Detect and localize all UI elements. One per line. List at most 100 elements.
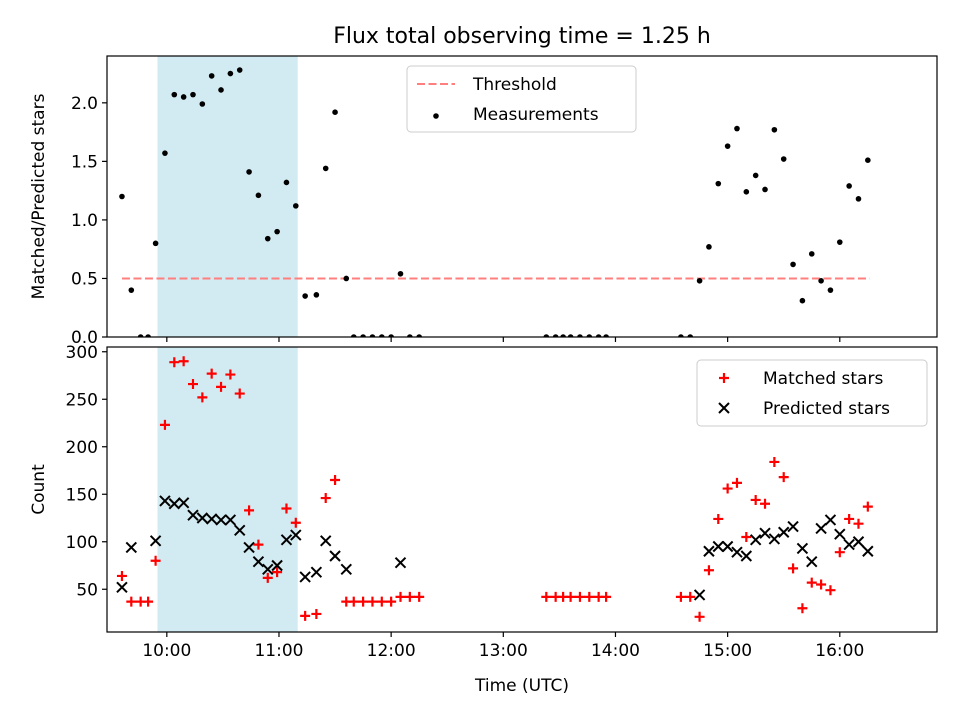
measurement-point	[378, 334, 385, 337]
legend-label: Matched stars	[763, 369, 883, 389]
matched-star-point	[825, 585, 836, 596]
matched-star-point	[143, 596, 154, 607]
predicted-star-point	[740, 550, 753, 562]
measurement-point	[360, 334, 366, 337]
measurement-point	[199, 101, 206, 107]
matched-star-point	[844, 513, 855, 524]
matched-star-point	[281, 503, 292, 514]
legend-label: Threshold	[472, 75, 557, 95]
matched-star-point	[741, 532, 752, 542]
axes-frame	[106, 55, 938, 338]
measurement-point	[416, 334, 422, 337]
y-tick-label: 100	[66, 533, 98, 553]
matched-star-point	[565, 591, 576, 602]
predicted-star-point	[187, 509, 199, 521]
y-tick-label: 200	[66, 438, 98, 458]
matched-star-point	[116, 570, 127, 581]
measurement-point	[790, 261, 796, 268]
predicted-star-point	[310, 566, 323, 578]
matched-star-point	[234, 388, 245, 399]
measurement-point	[171, 91, 178, 98]
measurement-point	[302, 293, 308, 299]
predicted-star-point	[280, 534, 293, 546]
predicted-star-point	[778, 526, 790, 538]
plot-area	[116, 356, 874, 622]
measurement-point	[343, 275, 350, 282]
y-tick-label: 0.0	[71, 328, 98, 348]
x-tick-label: 12:00	[367, 641, 416, 661]
predicted-star-point	[843, 538, 855, 551]
predicted-star-point	[205, 513, 218, 525]
predicted-star-point	[177, 497, 190, 509]
predicted-star-point	[394, 556, 407, 569]
measurement-point	[706, 244, 712, 250]
matched-star-point	[414, 591, 425, 602]
matched-star-point	[685, 591, 696, 602]
y-axis-label: Matched/Predicted stars	[29, 93, 49, 299]
y-tick-label: 250	[66, 390, 98, 410]
predicted-star-point	[862, 545, 874, 557]
matched-star-point	[778, 472, 789, 483]
matched-star-point	[769, 456, 780, 467]
measurement-point	[162, 150, 168, 156]
measurement-point	[715, 180, 722, 187]
legend-label: Predicted stars	[763, 399, 890, 419]
predicted-star-point	[290, 529, 302, 541]
predicted-star-point	[234, 524, 246, 537]
measurement-point	[218, 87, 224, 93]
y-tick-label: 1.5	[71, 152, 98, 172]
measurement-point	[190, 91, 196, 98]
predicted-star-point	[693, 589, 706, 601]
legend: Matched stars Predicted stars	[696, 359, 928, 427]
matched-star-point	[244, 505, 255, 516]
predicted-star-point	[787, 520, 799, 533]
legend: Threshold Measurements	[406, 65, 637, 133]
measurement-point	[586, 334, 593, 337]
matched-star-point	[290, 517, 301, 528]
measurement-point	[543, 334, 550, 337]
measurement-point	[246, 169, 252, 175]
measurement-point	[762, 186, 768, 193]
predicted-star-point	[731, 546, 743, 558]
measurement-point	[560, 334, 566, 337]
y-tick-label: 50	[76, 580, 98, 600]
predicted-star-point	[329, 550, 341, 562]
measurement-point	[865, 157, 871, 164]
matched-star-point	[816, 579, 827, 590]
y-tick-label: 0.5	[71, 269, 98, 289]
measurement-point	[836, 239, 843, 245]
matched-star-point	[159, 419, 170, 430]
measurement-point	[388, 334, 394, 337]
x-tick-label: 11:00	[254, 641, 303, 661]
legend-label: Measurements	[473, 105, 599, 125]
measurement-point	[724, 143, 731, 149]
matched-star-point	[367, 596, 378, 607]
matched-star-point	[253, 539, 264, 550]
measurement-point	[687, 334, 694, 337]
x-tick-label: 15:00	[703, 641, 752, 661]
matched-star-point	[675, 591, 686, 602]
matched-star-point	[300, 610, 311, 621]
predicted-star-point	[320, 535, 332, 547]
measurement-point	[145, 334, 151, 337]
matched-star-point	[386, 596, 397, 607]
matched-star-point	[197, 392, 208, 403]
predicted-star-point	[159, 495, 171, 507]
predicted-star-point	[340, 563, 352, 576]
ratio-panel: 0.0 0.5 1.0 1.5 2.0 Matched/Predicted stars Th…	[29, 55, 938, 348]
y-tick-label: 300	[66, 343, 98, 363]
matched-star-point	[601, 591, 612, 602]
measurement-point	[283, 179, 290, 186]
measurement-point	[818, 278, 824, 284]
matched-star-point	[404, 591, 415, 602]
matched-star-point	[731, 477, 742, 488]
measurement-point	[696, 278, 703, 284]
measurement-point	[855, 196, 862, 202]
matched-star-point	[169, 357, 180, 368]
measurement-point	[369, 334, 376, 337]
x-tick-label: 10:00	[142, 641, 191, 661]
predicted-star-point	[215, 514, 227, 526]
matched-star-point	[262, 572, 273, 583]
predicted-star-point	[271, 559, 283, 572]
